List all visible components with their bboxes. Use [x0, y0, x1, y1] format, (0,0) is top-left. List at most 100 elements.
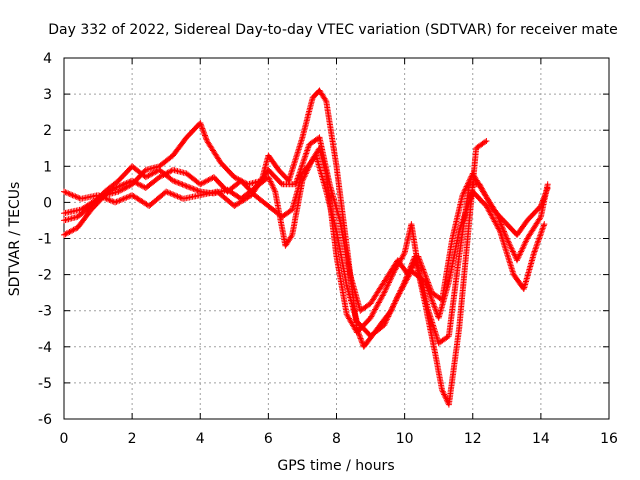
data-point-marker — [506, 241, 513, 248]
data-point-marker — [288, 233, 295, 240]
data-point-marker — [71, 226, 78, 233]
data-point-marker — [381, 288, 388, 295]
data-point-marker — [461, 187, 468, 194]
data-point-marker — [73, 194, 80, 200]
data-point-marker — [422, 280, 429, 287]
data-point-marker — [384, 282, 391, 289]
data-point-marker — [465, 180, 471, 187]
data-point-marker — [460, 190, 467, 197]
data-point-marker — [392, 299, 399, 305]
data-point-marker — [189, 185, 196, 192]
data-point-marker — [203, 136, 210, 143]
x-axis: 0 2 4 6 8 10 12 14 16 — [60, 58, 618, 447]
data-point-marker — [393, 296, 400, 303]
data-point-marker — [383, 285, 390, 292]
data-point-marker — [117, 182, 124, 189]
data-point-marker — [384, 314, 391, 321]
data-point-marker — [113, 198, 120, 205]
data-point-marker — [458, 220, 465, 227]
data-point-marker — [400, 251, 407, 258]
y-tick-label: -5 — [38, 376, 52, 392]
data-point-marker — [144, 173, 151, 180]
data-point-marker — [150, 169, 157, 176]
y-tick-label: -2 — [38, 268, 52, 284]
data-point-marker — [177, 194, 184, 201]
data-point-marker — [356, 331, 362, 338]
data-point-marker — [509, 248, 516, 255]
y-axis: -6 -5 -4 -3 -2 -1 0 1 2 3 4 — [38, 51, 609, 428]
data-point-marker — [106, 197, 113, 203]
data-point-marker — [172, 178, 179, 185]
data-point-marker — [61, 188, 67, 195]
data-point-marker — [62, 189, 69, 196]
data-point-marker — [173, 192, 180, 199]
data-point-marker — [201, 131, 208, 138]
y-tick-label: -6 — [38, 412, 52, 428]
data-point-marker — [516, 252, 523, 259]
data-point-marker — [482, 138, 489, 145]
x-tick-label: 2 — [128, 431, 137, 447]
data-point-marker — [170, 177, 176, 184]
data-point-marker — [439, 388, 446, 395]
data-point-marker — [205, 177, 212, 183]
data-point-marker — [511, 251, 518, 258]
data-point-marker — [429, 297, 436, 304]
data-point-marker — [193, 186, 200, 193]
data-point-marker — [186, 184, 193, 191]
data-point-marker — [507, 244, 514, 251]
series-track-c — [61, 134, 551, 314]
y-tick-label: -1 — [38, 232, 52, 248]
data-point-marker — [117, 197, 124, 203]
data-point-marker — [66, 229, 73, 235]
data-point-marker — [462, 186, 469, 193]
data-point-marker — [163, 188, 170, 195]
data-point-marker — [427, 293, 434, 300]
data-point-marker — [156, 174, 163, 181]
data-point-marker — [381, 322, 388, 329]
data-point-marker — [120, 195, 127, 202]
data-point-marker — [537, 215, 543, 222]
data-point-marker — [110, 185, 117, 192]
data-point-marker — [266, 175, 273, 182]
data-point-marker — [119, 196, 126, 203]
data-point-marker — [200, 179, 206, 186]
data-point-marker — [135, 181, 142, 188]
data-point-marker — [419, 265, 426, 272]
data-point-marker — [467, 176, 473, 183]
data-point-marker — [124, 194, 131, 200]
x-tick-label: 14 — [532, 431, 550, 447]
data-point-marker — [170, 191, 177, 198]
data-point-marker — [198, 180, 205, 187]
data-point-marker — [137, 182, 144, 189]
data-point-marker — [495, 214, 502, 221]
data-point-marker — [386, 278, 393, 285]
y-tick-label: 2 — [43, 123, 52, 139]
data-point-marker — [430, 300, 437, 307]
data-point-marker — [386, 312, 392, 318]
x-tick-label: 4 — [196, 431, 205, 447]
data-point-marker — [493, 210, 500, 217]
data-point-marker — [494, 213, 501, 219]
data-point-marker — [544, 181, 551, 188]
data-point-marker — [75, 194, 82, 201]
data-point-marker — [116, 183, 123, 190]
data-point-marker — [148, 171, 155, 178]
data-point-marker — [65, 190, 72, 197]
data-point-marker — [389, 304, 396, 311]
data-point-marker — [514, 255, 521, 262]
data-point-marker — [234, 175, 240, 182]
data-point-marker — [358, 336, 365, 343]
data-point-marker — [197, 181, 204, 188]
data-point-marker — [124, 179, 131, 186]
data-point-marker — [497, 218, 503, 225]
data-point-marker — [130, 178, 137, 185]
x-axis-label: GPS time / hours — [277, 458, 394, 474]
data-point-marker — [199, 125, 206, 132]
data-point-marker — [388, 307, 394, 314]
data-point-marker — [520, 242, 527, 249]
data-point-marker — [131, 179, 138, 186]
data-point-marker — [168, 191, 175, 197]
data-point-marker — [541, 221, 548, 228]
data-point-marker — [65, 229, 72, 236]
data-point-marker — [383, 317, 390, 324]
